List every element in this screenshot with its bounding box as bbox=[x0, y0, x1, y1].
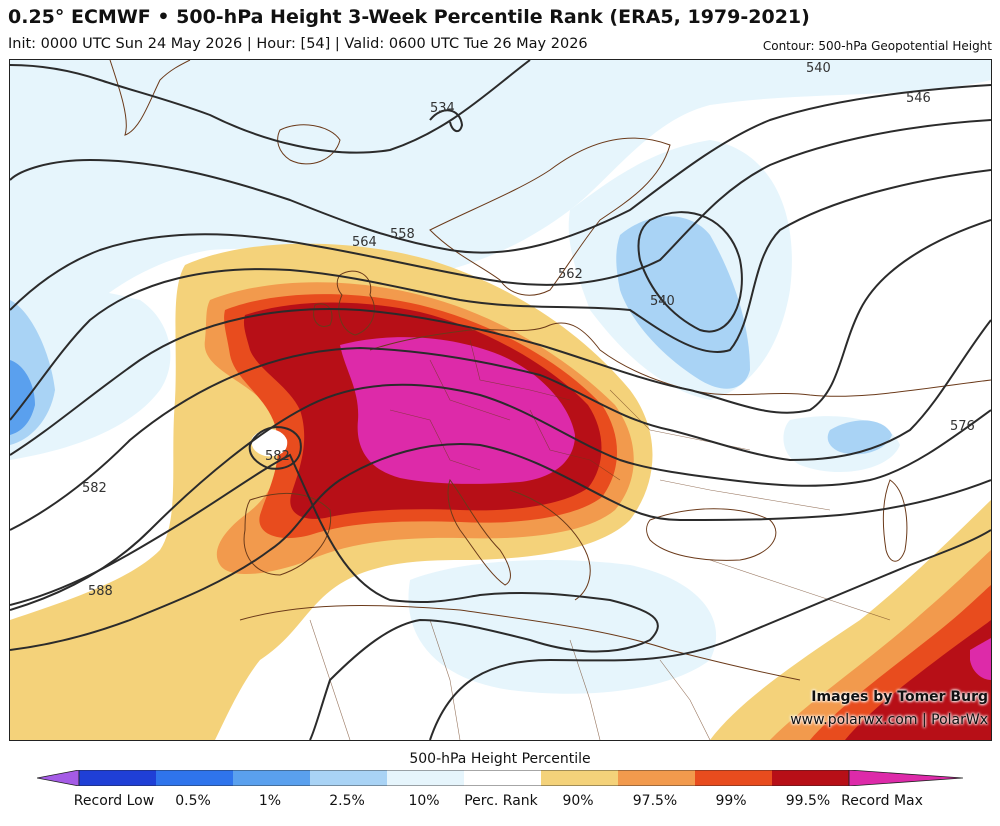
contour-note: Contour: 500-hPa Geopotential Height bbox=[762, 39, 992, 53]
colorbar-label-2.5pct: 2.5% bbox=[329, 793, 365, 809]
height-contours bbox=[10, 60, 991, 740]
contour-558 bbox=[10, 169, 991, 421]
coast-ireland bbox=[313, 303, 333, 327]
shade-north-atlantic bbox=[10, 60, 991, 400]
contour-label: 558 bbox=[390, 227, 415, 242]
contour-label: 582 bbox=[265, 449, 290, 464]
shade-10pct-scandinavia bbox=[616, 216, 750, 389]
coast-scandinavia bbox=[429, 137, 671, 296]
colorbar-label-10pct: 10% bbox=[408, 793, 440, 809]
contour-label: 582 bbox=[82, 481, 107, 496]
contour-label: 562 bbox=[558, 267, 583, 282]
colorbar-label-record-max: Record Max bbox=[841, 793, 923, 809]
colorbar-label-record-low: Record Low bbox=[73, 793, 155, 809]
contour-564 bbox=[10, 219, 991, 456]
colorbar-record-max-triangle bbox=[848, 770, 963, 786]
coast-balkans bbox=[509, 489, 591, 601]
colorbar-label-90pct: 90% bbox=[562, 793, 594, 809]
chart-title: 0.25° ECMWF • 500-hPa Height 3-Week Perc… bbox=[8, 6, 810, 28]
contour-540-north bbox=[10, 60, 531, 154]
shade-se-record-max bbox=[970, 638, 991, 680]
contour-588-east bbox=[429, 529, 991, 740]
contour-582 bbox=[10, 443, 991, 651]
colorbar-border bbox=[78, 770, 850, 786]
southeast-above-normal bbox=[710, 500, 991, 740]
colorbar-label-99pct: 99% bbox=[715, 793, 747, 809]
shade-record-max bbox=[340, 337, 575, 484]
contour-552 bbox=[10, 119, 991, 311]
colorbar-label-99.5pct: 99.5% bbox=[785, 793, 831, 809]
contour-label: 534 bbox=[430, 101, 455, 116]
below-normal-shading bbox=[10, 60, 991, 694]
contour-label: 540 bbox=[650, 294, 675, 309]
coast-north-africa bbox=[239, 605, 801, 681]
contour-label: 576 bbox=[950, 419, 975, 434]
colorbar-label-97.5pct: 97.5% bbox=[632, 793, 678, 809]
coastlines bbox=[109, 60, 991, 681]
colorbar-label-0.5pct: 0.5% bbox=[175, 793, 211, 809]
credit-website: www.polarwx.com | PolarWx bbox=[790, 712, 988, 728]
colorbar-swatch-1pct bbox=[156, 770, 233, 786]
colorbar-swatch-99pct bbox=[618, 770, 695, 786]
colorbar-swatch-0.5pct bbox=[79, 770, 156, 786]
colorbar-swatch-10pct bbox=[310, 770, 387, 786]
map-panel: 534 558 546 564 562 540 576 582 582 588 … bbox=[9, 59, 992, 741]
coast-iceland bbox=[277, 124, 341, 165]
chart-subtitle: Init: 0000 UTC Sun 24 May 2026 | Hour: [… bbox=[8, 36, 588, 52]
contour-label: 546 bbox=[906, 91, 931, 106]
coast-continent bbox=[369, 322, 991, 397]
shade-2.5pct-far-west bbox=[10, 360, 35, 435]
credit-author: Images by Tomer Burg bbox=[811, 689, 988, 705]
contour-588 bbox=[10, 453, 659, 740]
contour-570 bbox=[10, 319, 991, 531]
contour-label: 564 bbox=[352, 235, 377, 250]
colorbar-swatch-97.5pct bbox=[541, 770, 618, 786]
contour-546 bbox=[10, 84, 991, 254]
contour-label: 540 bbox=[806, 61, 831, 76]
contour-534 bbox=[429, 109, 464, 133]
colorbar-swatch-record-max-base bbox=[772, 770, 849, 786]
colorbar-record-low-triangle bbox=[37, 770, 80, 786]
shade-se-99.5pct bbox=[845, 620, 991, 740]
contour-582-loop bbox=[248, 426, 302, 470]
colorbar-swatch-90pct bbox=[464, 770, 541, 786]
coast-iberia bbox=[243, 492, 332, 576]
contour-540-scandinavia bbox=[637, 211, 743, 333]
contour-label: 588 bbox=[88, 584, 113, 599]
coast-greenland bbox=[109, 60, 191, 136]
contour-576 bbox=[10, 383, 991, 611]
shade-west-atlantic bbox=[10, 285, 171, 460]
above-normal-shading bbox=[10, 243, 653, 740]
colorbar-swatch-perc-rank bbox=[387, 770, 464, 786]
colorbar bbox=[37, 770, 963, 786]
contour-labels: 534 558 546 564 562 540 576 582 582 588 … bbox=[82, 61, 975, 599]
colorbar-label-1pct: 1% bbox=[258, 793, 282, 809]
colorbar-label-perc-rank: Perc. Rank bbox=[464, 793, 538, 809]
colorbar-title: 500-hPa Height Percentile bbox=[409, 751, 591, 767]
colorbar-swatch-99.5pct bbox=[695, 770, 772, 786]
coast-black-sea bbox=[646, 508, 777, 561]
colorbar-swatch-2.5pct bbox=[233, 770, 310, 786]
map-svg: 534 558 546 564 562 540 576 582 582 588 … bbox=[10, 60, 991, 740]
coast-italy bbox=[447, 478, 511, 586]
